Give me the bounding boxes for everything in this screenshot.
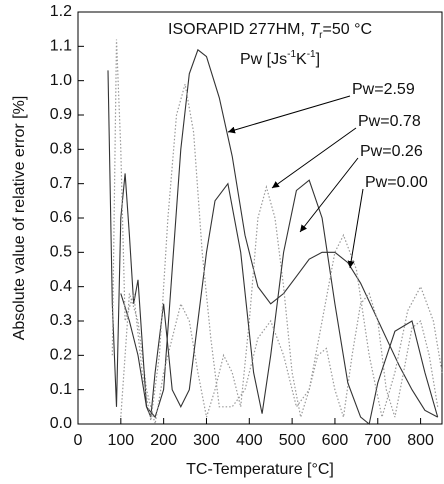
series-label: Pw=0.00 <box>365 174 428 191</box>
y-tick-label: 0.2 <box>50 347 72 364</box>
y-tick-label: 0.7 <box>50 175 72 192</box>
y-tick-label: 0.9 <box>50 106 72 123</box>
data-line <box>111 39 443 421</box>
chart-title: ISORAPID 277HM, Tr=50 °C <box>168 21 372 40</box>
x-tick-label: 600 <box>322 432 349 449</box>
annotation-arrow <box>271 127 357 189</box>
x-tick-label: 100 <box>107 432 134 449</box>
chart-subtitle: Pw [Js-1K-1] <box>240 49 320 69</box>
y-tick-label: 0.5 <box>50 244 72 261</box>
data-line <box>107 70 439 425</box>
series-label: Pw=2.59 <box>352 81 415 98</box>
x-tick-label: 800 <box>407 432 434 449</box>
annotation-arrow <box>299 157 359 233</box>
y-tick-label: 0.1 <box>50 381 72 398</box>
x-tick-label: 200 <box>150 432 177 449</box>
y-tick-label: 1.1 <box>50 38 72 55</box>
y-tick-label: 0.8 <box>50 141 72 158</box>
y-tick-label: 1.2 <box>50 3 72 20</box>
x-tick-label: 400 <box>236 432 263 449</box>
y-tick-label: 0.3 <box>50 312 72 329</box>
annotation-arrow <box>227 95 351 134</box>
x-axis-label: TC-Temperature [°C] <box>186 461 334 478</box>
y-tick-label: 0.4 <box>50 278 72 295</box>
x-tick-label: 0 <box>74 432 83 449</box>
y-axis-label: Absolute value of relative error [%] <box>11 96 28 341</box>
annotation-arrow <box>347 188 364 269</box>
data-line <box>120 184 439 425</box>
y-tick-label: 0.6 <box>50 209 72 226</box>
data-line <box>120 48 438 419</box>
series-label: Pw=0.78 <box>358 113 421 130</box>
x-tick-label: 300 <box>193 432 220 449</box>
x-tick-label: 500 <box>279 432 306 449</box>
plot-frame <box>77 11 443 425</box>
y-tick-label: 1.0 <box>50 72 72 89</box>
y-tick-label: 0.0 <box>50 415 72 432</box>
x-tick-label: 700 <box>364 432 391 449</box>
series-label: Pw=0.26 <box>360 143 423 160</box>
